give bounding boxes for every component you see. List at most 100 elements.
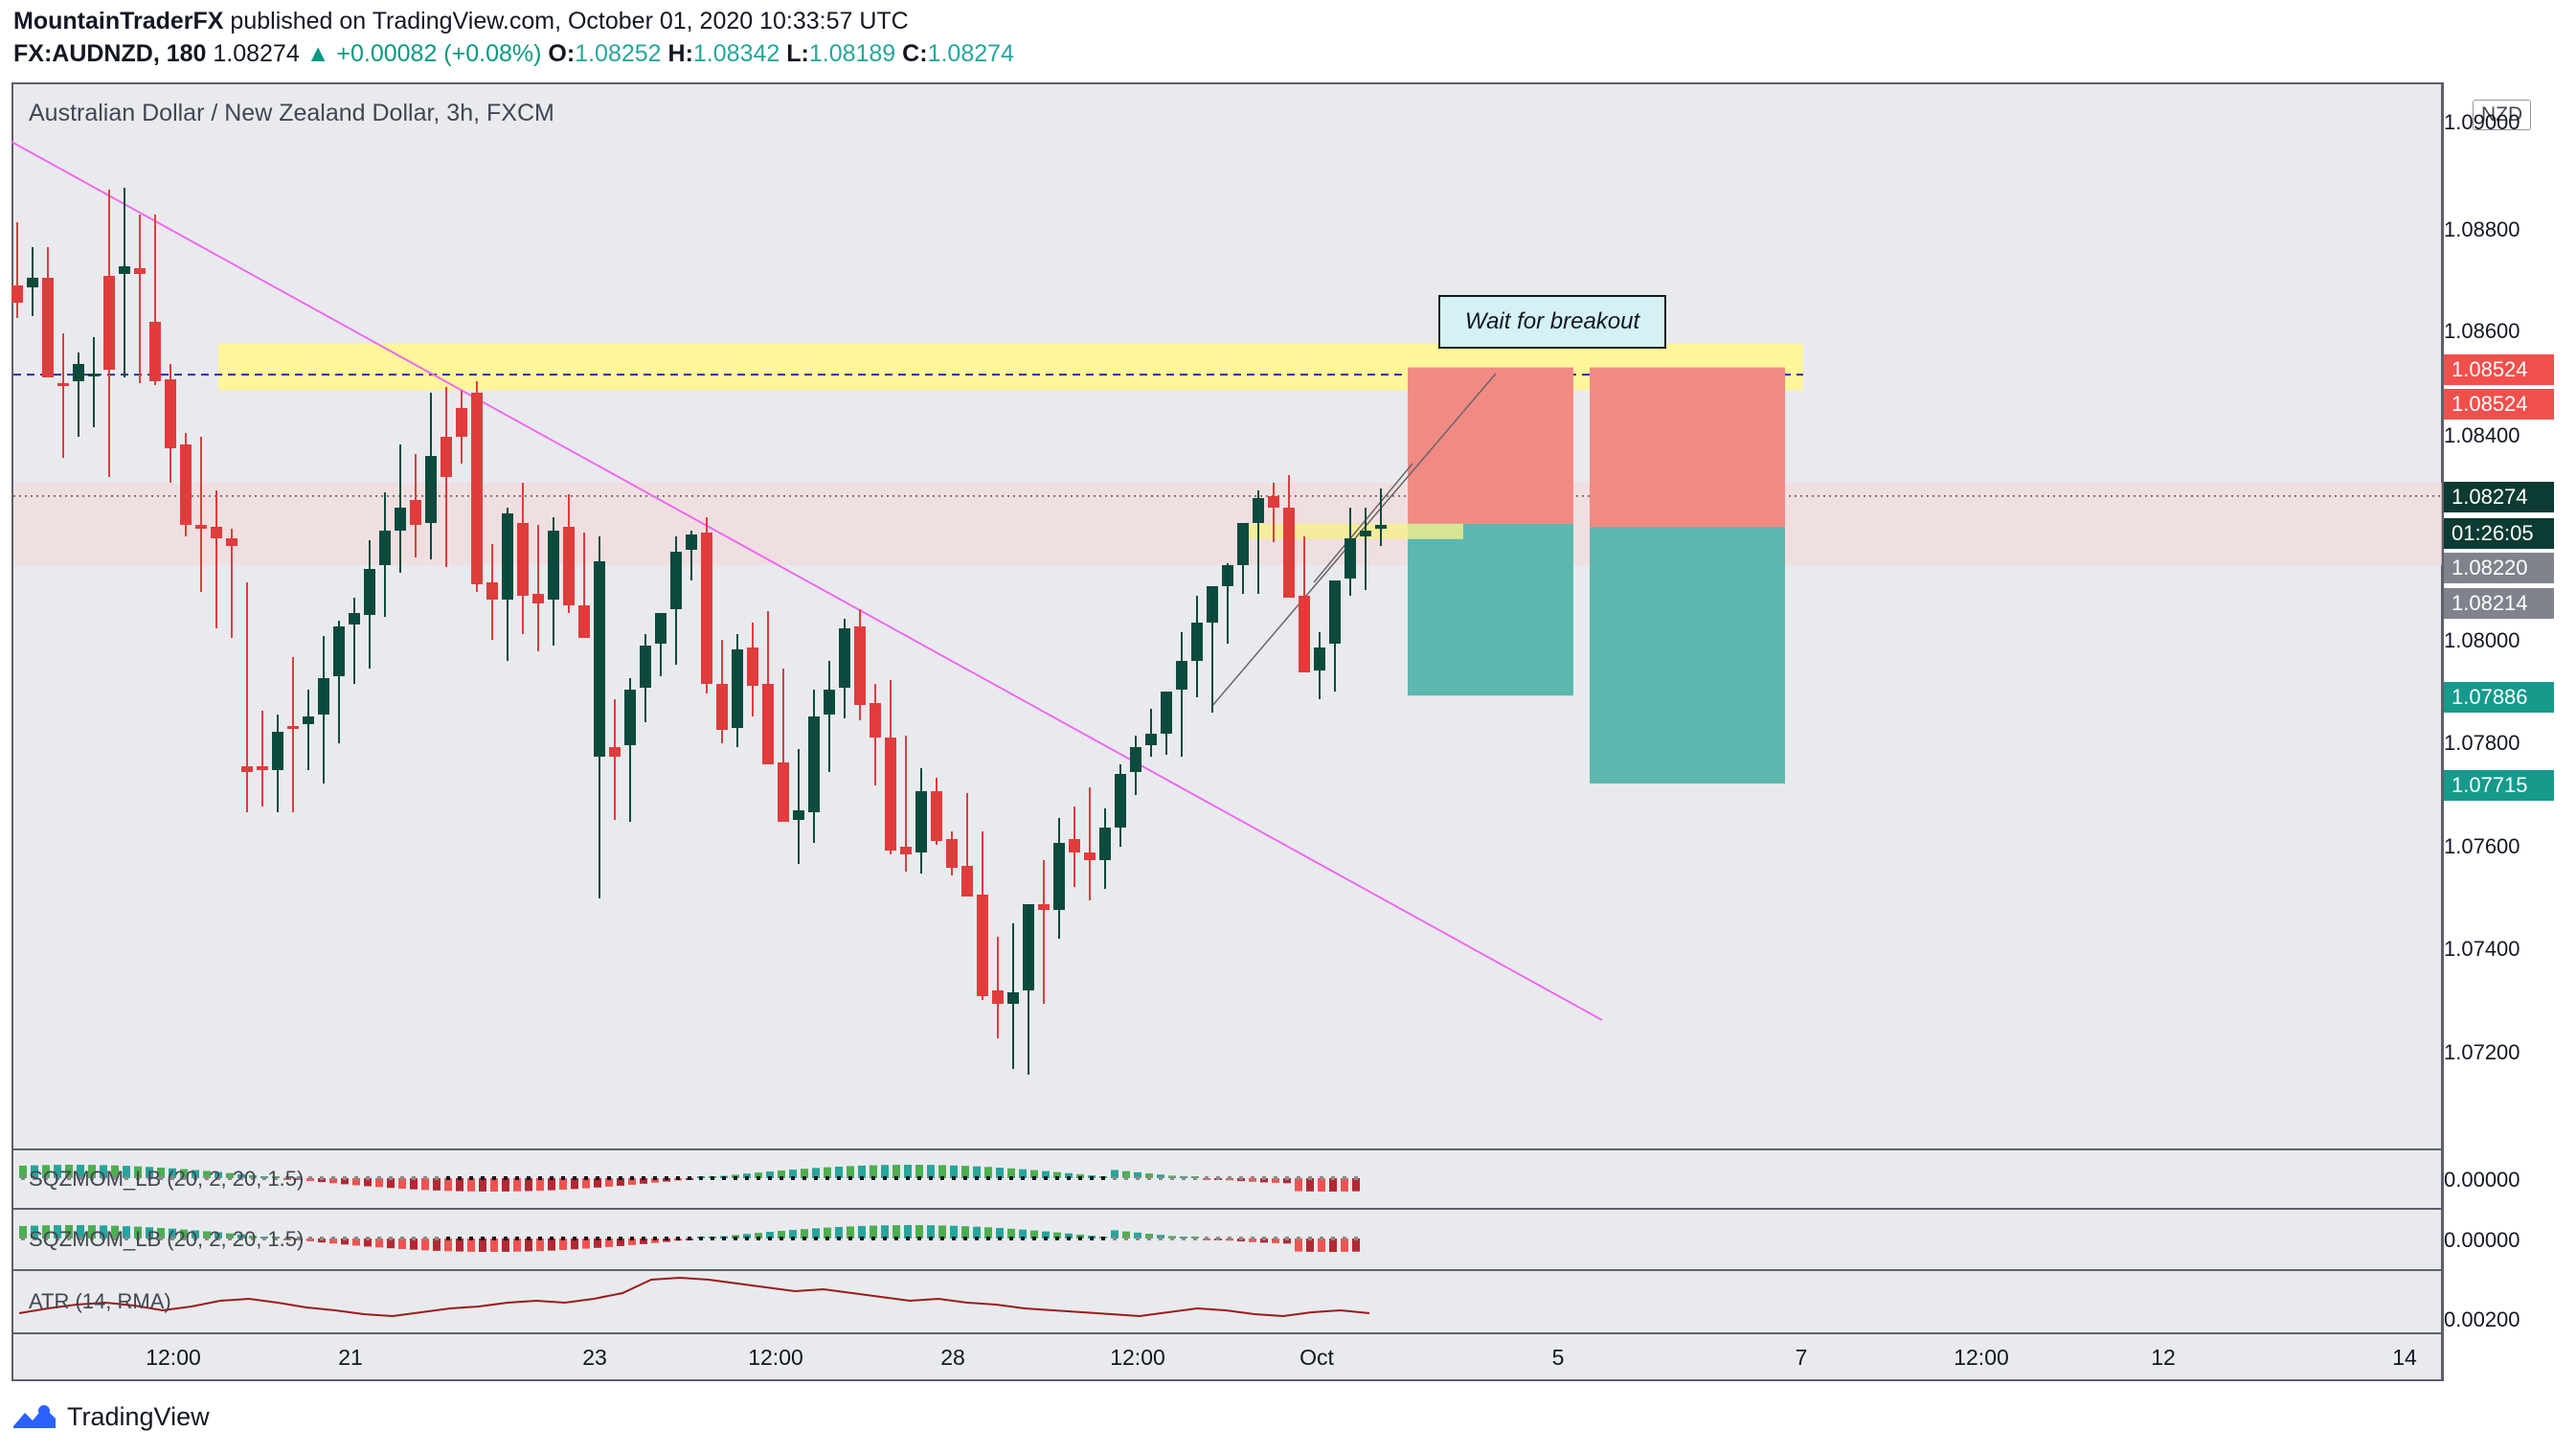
price-label: 1.07400 (2444, 937, 2520, 961)
publish-info: MountainTraderFX published on TradingVie… (13, 8, 909, 35)
squeeze-dot (1113, 1237, 1117, 1240)
momentum-bar (1007, 1228, 1015, 1238)
time-label: Oct (1299, 1345, 1334, 1370)
momentum-bar (479, 1238, 486, 1252)
candle-body (73, 364, 84, 381)
last-price-tag: 1.08274 (2444, 482, 2554, 512)
squeeze-dot (124, 1237, 128, 1240)
candle-body (824, 690, 835, 715)
indicator-label-sqzmom-2[interactable]: SQZMOM_LB (20, 2, 20, 1.5) (29, 1227, 305, 1251)
squeeze-dot (676, 1237, 680, 1240)
tradingview-logo[interactable]: TradingView (11, 1402, 210, 1432)
squeeze-dot (297, 1237, 301, 1240)
momentum-bar (847, 1166, 854, 1178)
squeeze-dot (791, 1237, 795, 1240)
squeeze-dot (1078, 1176, 1082, 1180)
squeeze-dot (929, 1176, 933, 1180)
squeeze-dot (423, 1237, 427, 1240)
momentum-bar (594, 1178, 601, 1188)
candle-body (609, 747, 621, 757)
momentum-bar (755, 1233, 762, 1238)
squeeze-dot (665, 1176, 668, 1180)
momentum-bar (973, 1226, 981, 1238)
momentum-bar (835, 1226, 843, 1238)
stop-price-tag: 1.08524 (2444, 389, 2554, 420)
candle-body (885, 738, 896, 851)
momentum-bar (157, 1227, 165, 1238)
squeeze-dot (90, 1237, 94, 1240)
squeeze-dot (377, 1237, 381, 1240)
squeeze-dot (619, 1237, 622, 1240)
squeeze-dot (102, 1176, 105, 1180)
squeeze-dot (1055, 1237, 1059, 1240)
squeeze-dot (1216, 1176, 1220, 1180)
squeeze-dot (354, 1237, 358, 1240)
annotation-callout[interactable]: Wait for breakout (1438, 295, 1666, 349)
candle-body (1069, 839, 1080, 852)
squeeze-dot (446, 1237, 450, 1240)
author-name[interactable]: MountainTraderFX (13, 8, 224, 34)
momentum-bar (961, 1226, 969, 1238)
squeeze-dot (435, 1237, 439, 1240)
candle-body (517, 523, 529, 596)
squeeze-dot (1009, 1176, 1013, 1180)
candle-body (854, 626, 866, 705)
squeeze-dot (676, 1176, 680, 1180)
momentum-bar (65, 1165, 73, 1178)
momentum-bar (387, 1178, 395, 1189)
squeeze-dot (297, 1176, 301, 1180)
candle-body (195, 525, 207, 529)
momentum-bar (824, 1227, 831, 1238)
candle-body (1099, 828, 1111, 860)
momentum-bar (858, 1165, 866, 1178)
squeeze-dot (527, 1176, 531, 1180)
momentum-bar (318, 1238, 326, 1243)
squeeze-dot (894, 1176, 898, 1180)
candle-body (915, 791, 927, 852)
momentum-bar (812, 1168, 820, 1178)
currency-button[interactable]: NZD (2473, 100, 2532, 130)
indicator-label-sqzmom-1[interactable]: SQZMOM_LB (20, 2, 20, 1.5) (29, 1167, 305, 1191)
squeeze-dot (630, 1237, 634, 1240)
candle-body (88, 374, 100, 376)
momentum-bar (571, 1238, 578, 1250)
momentum-bar (341, 1238, 349, 1245)
momentum-bar (433, 1178, 441, 1191)
squeeze-dot (1044, 1237, 1048, 1240)
entry-highlight (1243, 523, 1463, 539)
momentum-bar (617, 1238, 624, 1246)
low-value: 1.08189 (808, 40, 896, 67)
squeeze-dot (354, 1176, 358, 1180)
squeeze-dot (998, 1176, 1002, 1180)
momentum-bar (479, 1178, 486, 1192)
squeeze-dot (274, 1176, 278, 1180)
squeeze-dot (1090, 1176, 1094, 1180)
squeeze-dot (366, 1176, 370, 1180)
squeeze-dot (538, 1237, 542, 1240)
chart-frame[interactable] (11, 82, 2444, 1381)
squeeze-dot (837, 1176, 841, 1180)
momentum-bar (743, 1234, 751, 1238)
squeeze-dot (527, 1237, 531, 1240)
squeeze-dot (113, 1237, 117, 1240)
candle-body (808, 716, 820, 812)
momentum-bar (743, 1173, 751, 1178)
candle-body (318, 678, 329, 715)
entry-price-tag: 1.08220 (2444, 553, 2554, 583)
indicator-label-atr[interactable]: ATR (14, RMA) (29, 1289, 171, 1313)
squeeze-dot (573, 1237, 576, 1240)
squeeze-dot (596, 1176, 599, 1180)
momentum-bar (1329, 1238, 1337, 1252)
squeeze-dot (1182, 1176, 1186, 1180)
momentum-bar (19, 1165, 27, 1178)
candle-body (1007, 992, 1019, 1004)
momentum-bar (1145, 1173, 1153, 1178)
price-label: 1.09000 (2444, 110, 2520, 134)
squeeze-dot (871, 1176, 875, 1180)
squeeze-dot (1032, 1237, 1036, 1240)
time-label: 23 (582, 1345, 607, 1370)
candle-body (1283, 508, 1295, 598)
candle-body (1145, 734, 1157, 745)
momentum-bar (801, 1229, 808, 1238)
